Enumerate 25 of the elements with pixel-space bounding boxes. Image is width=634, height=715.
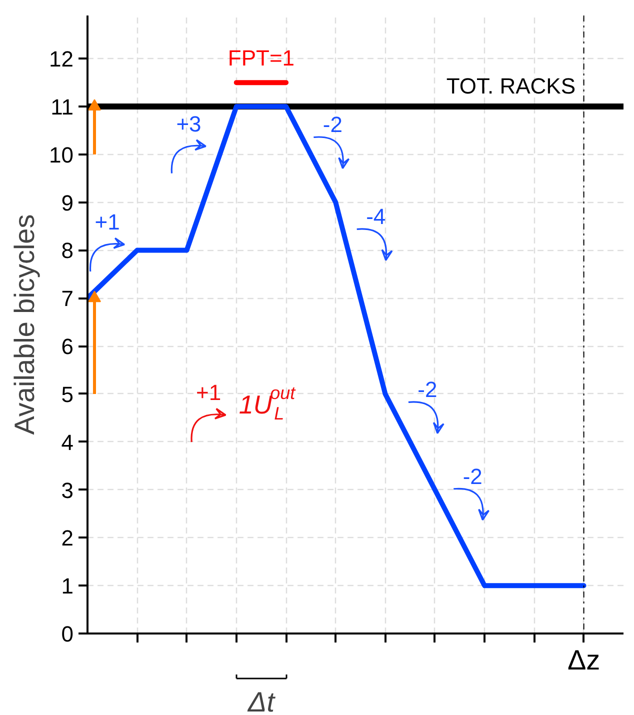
y-tick-label: 2: [61, 526, 74, 551]
y-tick-label: 6: [61, 334, 74, 360]
annotation: -2: [418, 377, 438, 402]
annotation: -4: [366, 204, 386, 230]
y-tick-label: 8: [61, 238, 74, 264]
y-tick-label: 1: [61, 574, 74, 599]
y-tick-label: 10: [49, 142, 74, 168]
y-tick-label: 12: [49, 46, 74, 72]
y-tick-label: 9: [61, 190, 74, 216]
y-tick-label: 7: [61, 286, 74, 312]
y-tick-label: 5: [61, 382, 74, 407]
annotation: -2: [322, 112, 342, 138]
y-tick-label: 0: [61, 622, 74, 646]
y-axis-title: Available bicycles: [9, 214, 40, 435]
y-tick-label: 3: [61, 478, 74, 503]
y-tick-label: 11: [50, 94, 74, 120]
annotation: +3: [176, 111, 202, 136]
series-label: FPT=1: [228, 46, 295, 71]
annotation: -2: [462, 464, 482, 489]
y-tick-label: 4: [61, 430, 74, 455]
x-tick-label: Δz: [567, 644, 600, 676]
annotation: +1: [196, 380, 222, 406]
annotation: +1: [94, 210, 120, 234]
text: Δt: [246, 686, 276, 715]
ref-line-label: TOT. RACKS: [446, 74, 576, 99]
